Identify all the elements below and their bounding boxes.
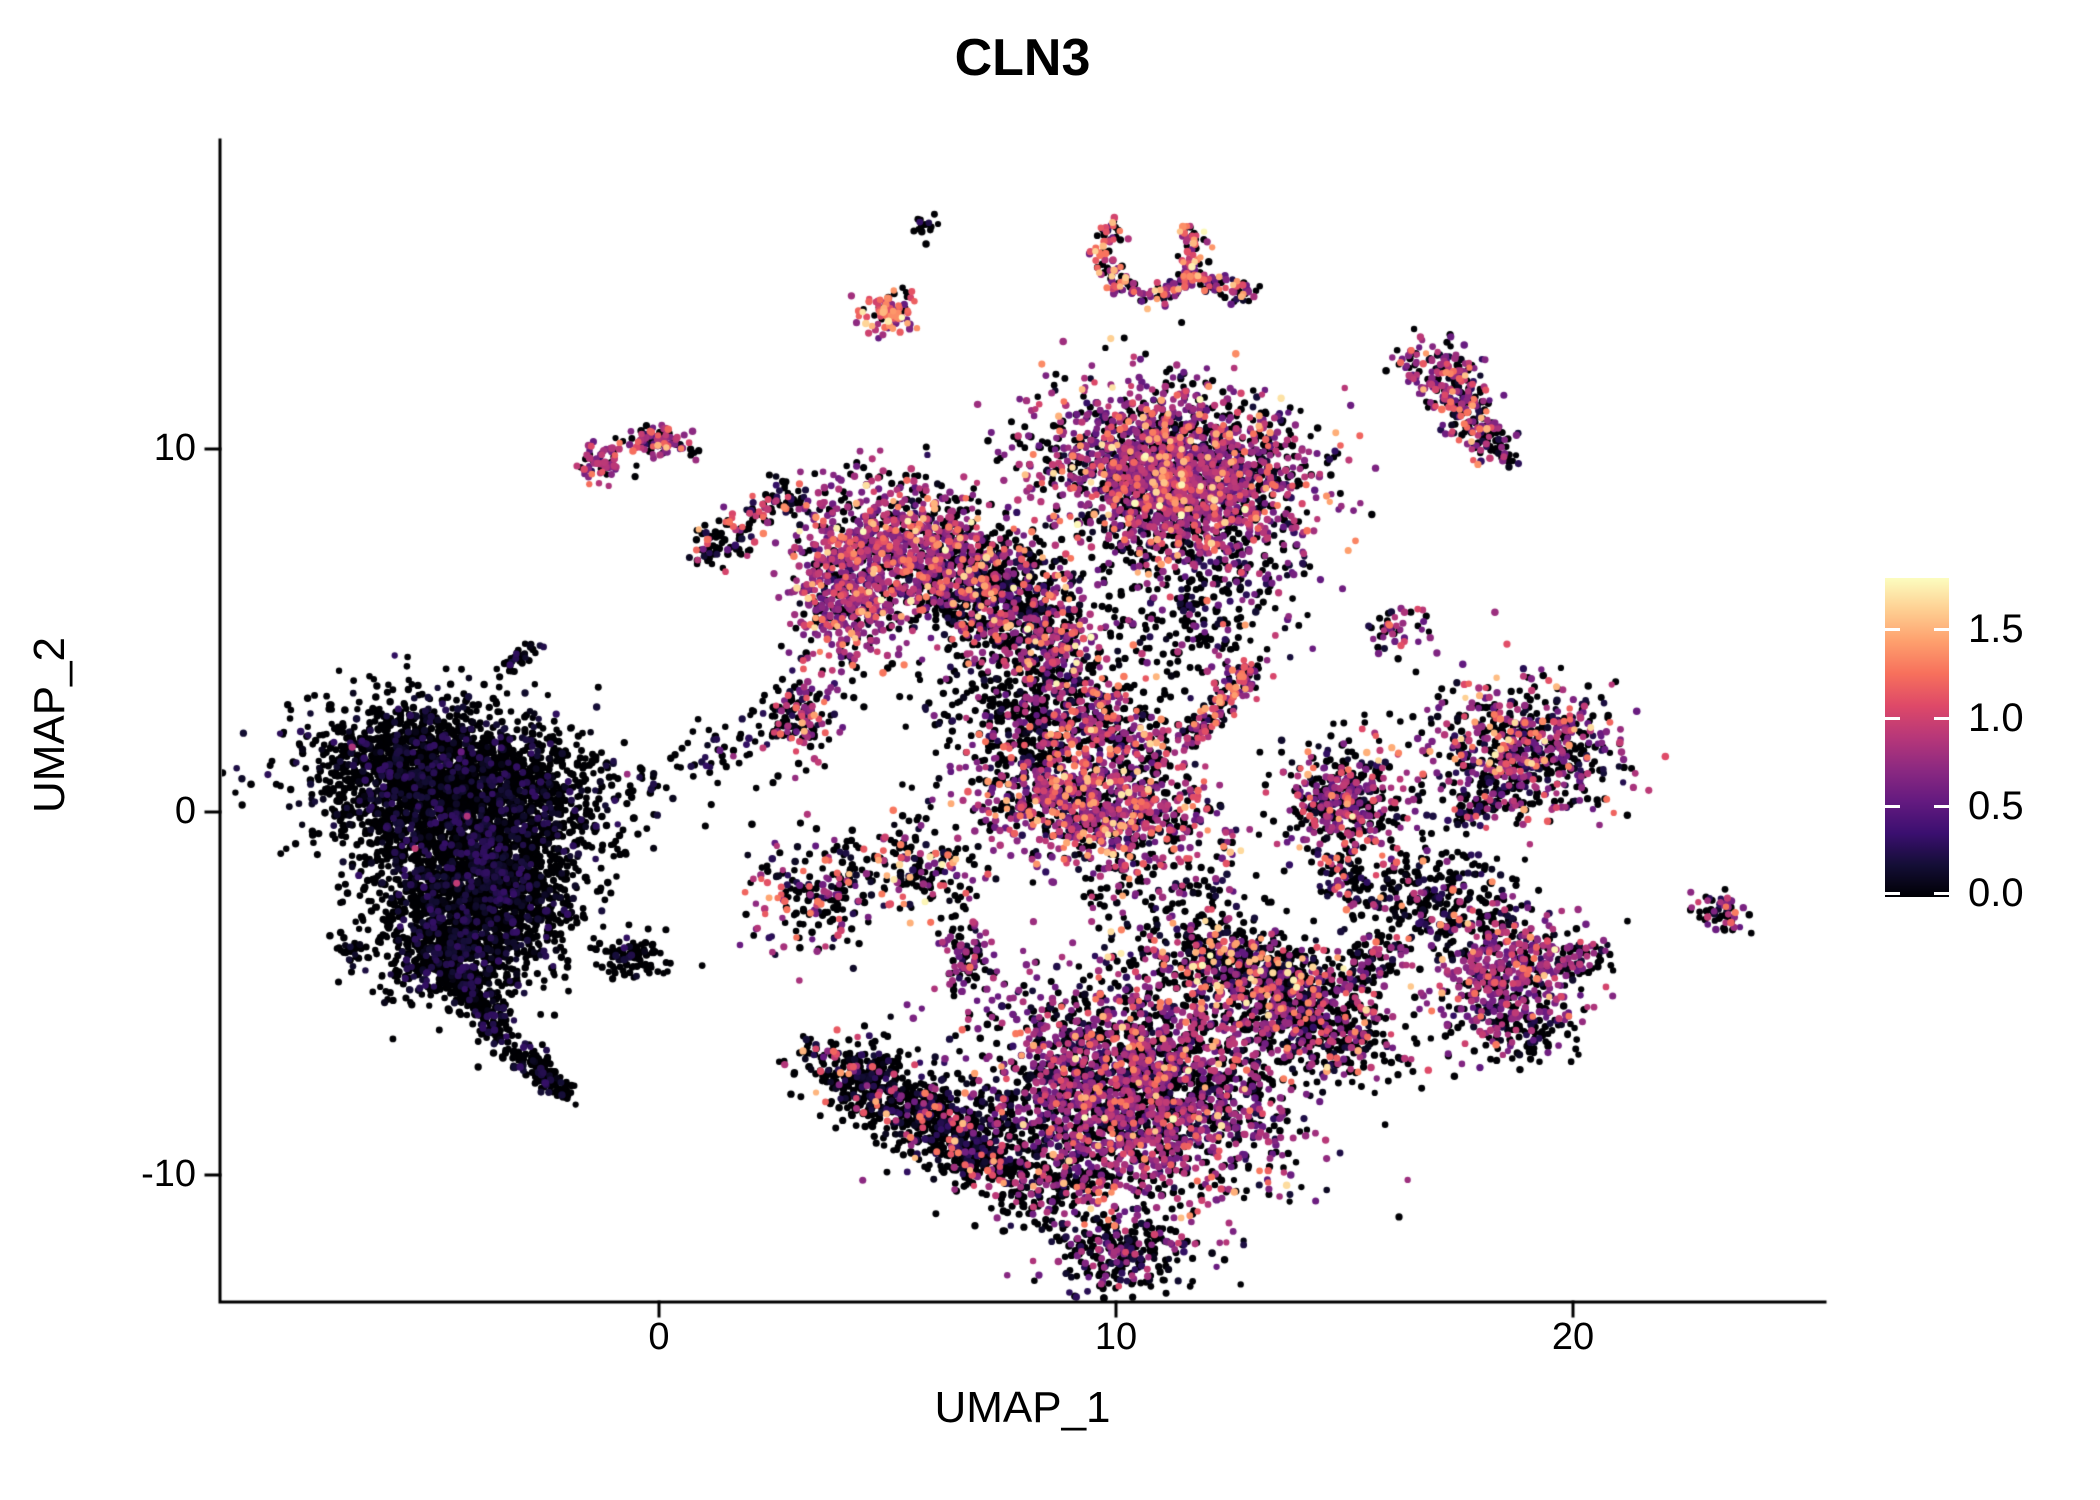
colorbar-gradient xyxy=(1885,578,1949,897)
x-tick-label-0: 0 xyxy=(648,1316,670,1358)
colorbar-tick xyxy=(1934,892,1949,895)
x-axis-label: UMAP_1 xyxy=(934,1383,1111,1432)
y-tick-label-neg10: -10 xyxy=(141,1153,196,1195)
x-tick-label-10: 10 xyxy=(1094,1316,1138,1358)
colorbar-tick xyxy=(1934,628,1949,631)
y-tick-label-10: 10 xyxy=(153,427,196,469)
y-tick-label-0: 0 xyxy=(174,790,196,832)
colorbar-tick xyxy=(1885,892,1900,895)
colorbar-label-0-0: 0.0 xyxy=(1968,871,2024,915)
colorbar-label-0-5: 0.5 xyxy=(1968,784,2024,828)
colorbar-tick xyxy=(1885,805,1900,808)
colorbar-label-1-5: 1.5 xyxy=(1968,607,2024,651)
colorbar-tick xyxy=(1885,717,1900,720)
colorbar-tick xyxy=(1934,717,1949,720)
colorbar-label-1-0: 1.0 xyxy=(1968,696,2024,740)
x-tick-label-20: 20 xyxy=(1551,1316,1595,1358)
y-axis-label: UMAP_2 xyxy=(25,636,74,814)
plot-title: CLN3 xyxy=(954,29,1091,87)
colorbar-tick xyxy=(1885,628,1900,631)
colorbar-tick xyxy=(1934,805,1949,808)
